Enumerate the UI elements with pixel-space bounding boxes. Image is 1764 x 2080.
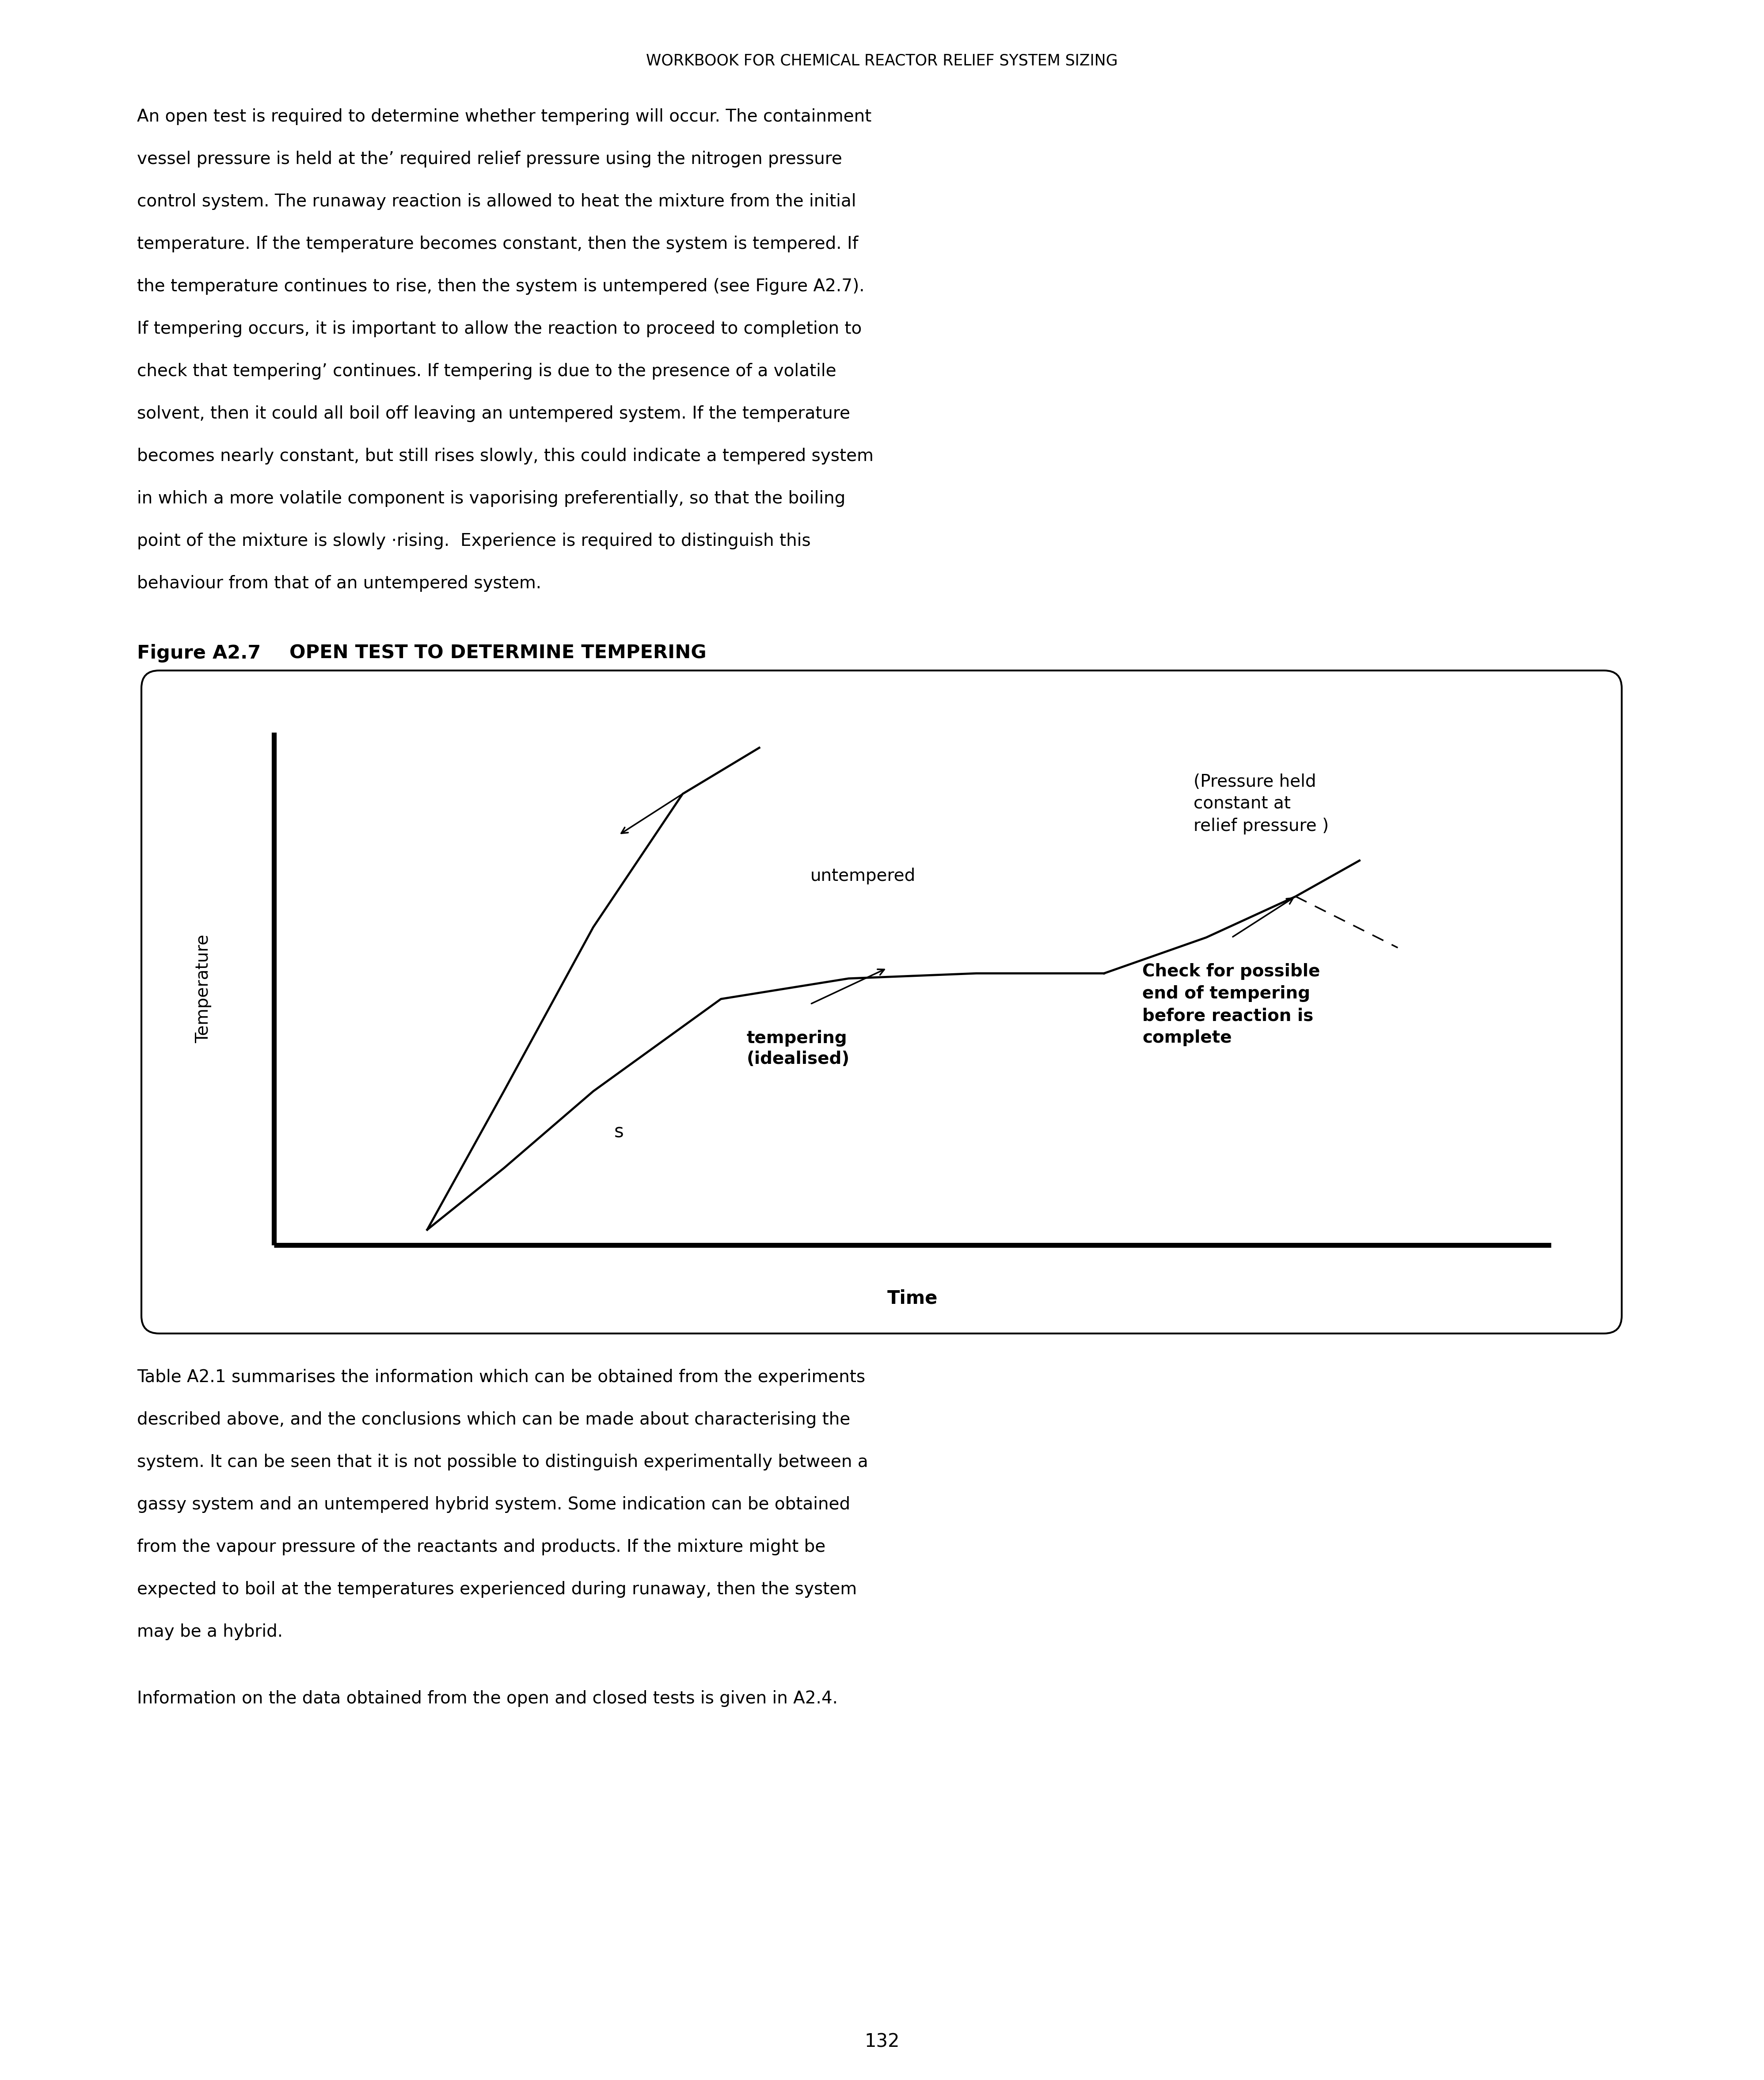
Text: Table A2.1 summarises the information which can be obtained from the experiments: Table A2.1 summarises the information wh… xyxy=(138,1369,866,1385)
Text: Figure A2.7: Figure A2.7 xyxy=(138,645,261,664)
Text: 132: 132 xyxy=(864,2032,900,2051)
Text: Time: Time xyxy=(887,1290,938,1308)
Text: gassy system and an untempered hybrid system. Some indication can be obtained: gassy system and an untempered hybrid sy… xyxy=(138,1496,850,1512)
Text: temperature. If the temperature becomes constant, then the system is tempered. I: temperature. If the temperature becomes … xyxy=(138,235,859,252)
Text: tempering
(idealised): tempering (idealised) xyxy=(746,1030,850,1067)
Text: from the vapour pressure of the reactants and products. If the mixture might be: from the vapour pressure of the reactant… xyxy=(138,1539,826,1556)
FancyBboxPatch shape xyxy=(141,670,1621,1333)
Text: Check for possible
end of tempering
before reaction is
complete: Check for possible end of tempering befo… xyxy=(1143,963,1319,1046)
Text: behaviour from that of an untempered system.: behaviour from that of an untempered sys… xyxy=(138,574,542,593)
Text: the temperature continues to rise, then the system is untempered (see Figure A2.: the temperature continues to rise, then … xyxy=(138,279,864,295)
Text: control system. The runaway reaction is allowed to heat the mixture from the ini: control system. The runaway reaction is … xyxy=(138,193,856,210)
Text: expected to boil at the temperatures experienced during runaway, then the system: expected to boil at the temperatures exp… xyxy=(138,1581,857,1597)
Text: An open test is required to determine whether tempering will occur. The containm: An open test is required to determine wh… xyxy=(138,108,871,125)
Text: Temperature: Temperature xyxy=(194,934,212,1044)
Text: vessel pressure is held at the’ required relief pressure using the nitrogen pres: vessel pressure is held at the’ required… xyxy=(138,150,841,168)
Text: WORKBOOK FOR CHEMICAL REACTOR RELIEF SYSTEM SIZING: WORKBOOK FOR CHEMICAL REACTOR RELIEF SYS… xyxy=(646,52,1118,69)
Text: check that tempering’ continues. If tempering is due to the presence of a volati: check that tempering’ continues. If temp… xyxy=(138,362,836,381)
Text: solvent, then it could all boil off leaving an untempered system. If the tempera: solvent, then it could all boil off leav… xyxy=(138,406,850,422)
Text: If tempering occurs, it is important to allow the reaction to proceed to complet: If tempering occurs, it is important to … xyxy=(138,320,863,337)
Text: system. It can be seen that it is not possible to distinguish experimentally bet: system. It can be seen that it is not po… xyxy=(138,1454,868,1471)
Text: (Pressure held
constant at
relief pressure ): (Pressure held constant at relief pressu… xyxy=(1194,774,1328,834)
Text: described above, and the conclusions which can be made about characterising the: described above, and the conclusions whi… xyxy=(138,1410,850,1429)
Text: OPEN TEST TO DETERMINE TEMPERING: OPEN TEST TO DETERMINE TEMPERING xyxy=(270,645,706,664)
Text: becomes nearly constant, but still rises slowly, this could indicate a tempered : becomes nearly constant, but still rises… xyxy=(138,447,873,464)
Text: Information on the data obtained from the open and closed tests is given in A2.4: Information on the data obtained from th… xyxy=(138,1691,838,1708)
Text: may be a hybrid.: may be a hybrid. xyxy=(138,1622,282,1641)
Text: s: s xyxy=(614,1123,624,1142)
Text: in which a more volatile component is vaporising preferentially, so that the boi: in which a more volatile component is va… xyxy=(138,491,845,508)
Text: untempered: untempered xyxy=(810,867,916,884)
Text: point of the mixture is slowly ·rising.  Experience is required to distinguish t: point of the mixture is slowly ·rising. … xyxy=(138,532,811,549)
